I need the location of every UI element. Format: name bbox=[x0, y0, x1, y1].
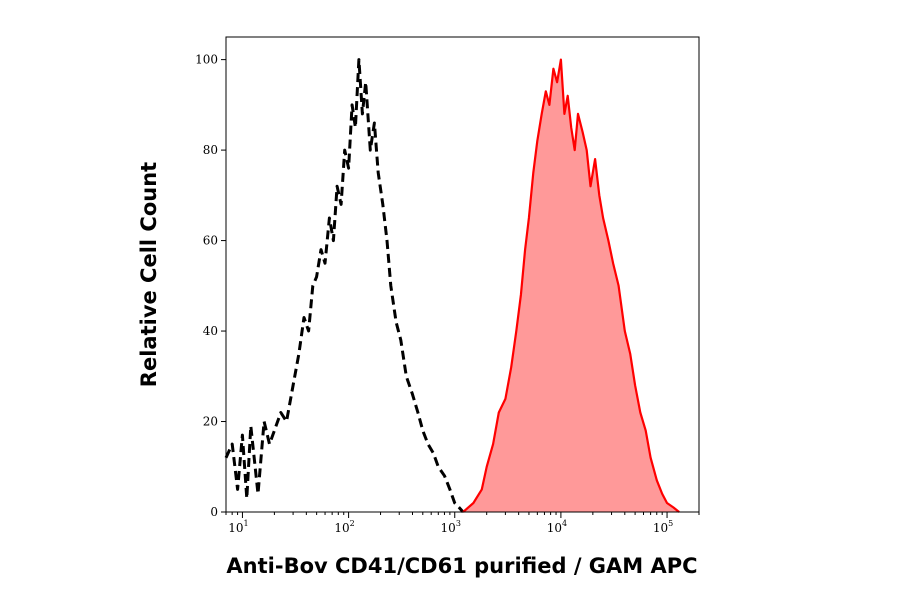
x-tick-exponent: 5 bbox=[668, 519, 673, 528]
y-tick-label: 20 bbox=[203, 415, 218, 429]
series-0-line bbox=[224, 58, 465, 513]
x-tick-exponent: 1 bbox=[244, 519, 249, 528]
x-tick-label: 102 bbox=[334, 519, 354, 535]
x-tick-exponent: 3 bbox=[456, 519, 461, 528]
x-axis-title: Anti-Bov CD41/CD61 purified / GAM APC bbox=[226, 554, 697, 578]
y-tick-label: 40 bbox=[203, 324, 218, 338]
x-tick-exponent: 2 bbox=[350, 519, 355, 528]
series-1-line bbox=[462, 58, 680, 513]
x-tick-label: 104 bbox=[547, 519, 567, 535]
y-tick-label: 100 bbox=[195, 53, 218, 67]
x-tick-exponent: 4 bbox=[562, 519, 567, 528]
x-tick-label: 101 bbox=[228, 519, 248, 535]
plot-frame bbox=[225, 36, 700, 513]
y-tick-label: 0 bbox=[210, 505, 218, 519]
y-tick-label: 60 bbox=[203, 234, 218, 248]
y-axis-ticks: 0 20 40 60 80 100 bbox=[195, 53, 226, 519]
y-tick-label: 80 bbox=[203, 143, 218, 157]
x-tick-label: 105 bbox=[653, 519, 673, 535]
y-axis-title: Relative Cell Count bbox=[137, 162, 161, 387]
series-1-area bbox=[463, 59, 680, 512]
plot-area bbox=[224, 58, 680, 513]
x-axis-ticks: 101 102 103 104 105 bbox=[225, 512, 700, 535]
x-tick-label: 103 bbox=[441, 519, 461, 535]
